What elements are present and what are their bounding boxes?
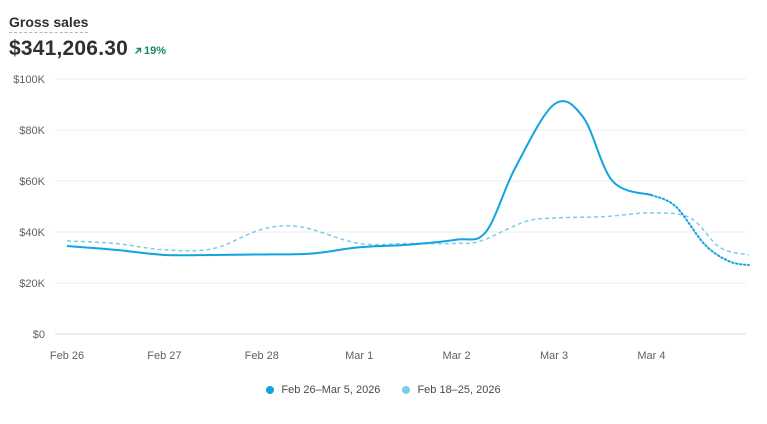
series-line-previous xyxy=(66,212,749,256)
x-axis-ticks: Feb 26 Feb 27 Feb 28 Mar 1 Mar 2 Mar 3 Mar 4 xyxy=(50,350,666,362)
y-tick-label: $80K xyxy=(19,125,45,137)
delta-badge: 19% xyxy=(134,45,166,57)
arrow-up-right-icon xyxy=(134,47,142,54)
y-tick-label: $20K xyxy=(19,278,45,290)
metric-label[interactable]: Gross sales xyxy=(9,14,89,33)
y-tick-label: $0 xyxy=(33,329,45,341)
grid-lines xyxy=(55,78,746,335)
y-axis-ticks: $0 $20K $40K $60K $80K $100K xyxy=(13,74,45,341)
legend-label-previous: Feb 18–25, 2026 xyxy=(417,384,501,396)
delta-value: 19% xyxy=(143,45,167,57)
y-tick-label: $60K xyxy=(19,176,45,188)
x-tick-label: Mar 3 xyxy=(540,350,568,362)
x-tick-label: Feb 26 xyxy=(50,350,84,362)
series-line-current-projected xyxy=(650,194,750,267)
y-tick-label: $40K xyxy=(19,227,45,239)
chart-legend: Feb 26–Mar 5, 2026 Feb 18–25, 2026 xyxy=(0,384,767,396)
legend-dot-current xyxy=(266,386,275,394)
legend-dot-previous xyxy=(402,386,411,394)
series-line-current xyxy=(66,100,652,257)
metric-header: Gross sales $341,206.30 19% xyxy=(9,14,166,61)
legend-item-current[interactable]: Feb 26–Mar 5, 2026 xyxy=(266,384,380,396)
x-tick-label: Mar 4 xyxy=(637,350,665,362)
legend-item-previous[interactable]: Feb 18–25, 2026 xyxy=(402,384,501,396)
x-tick-label: Feb 27 xyxy=(147,350,181,362)
metric-value: $341,206.30 xyxy=(9,37,128,60)
legend-label-current: Feb 26–Mar 5, 2026 xyxy=(281,384,381,396)
x-tick-label: Mar 1 xyxy=(345,350,373,362)
metric-value-row: $341,206.30 19% xyxy=(9,37,166,61)
y-tick-label: $100K xyxy=(13,74,45,86)
series-lines xyxy=(66,100,750,267)
x-tick-label: Feb 28 xyxy=(245,350,279,362)
x-tick-label: Mar 2 xyxy=(443,350,471,362)
